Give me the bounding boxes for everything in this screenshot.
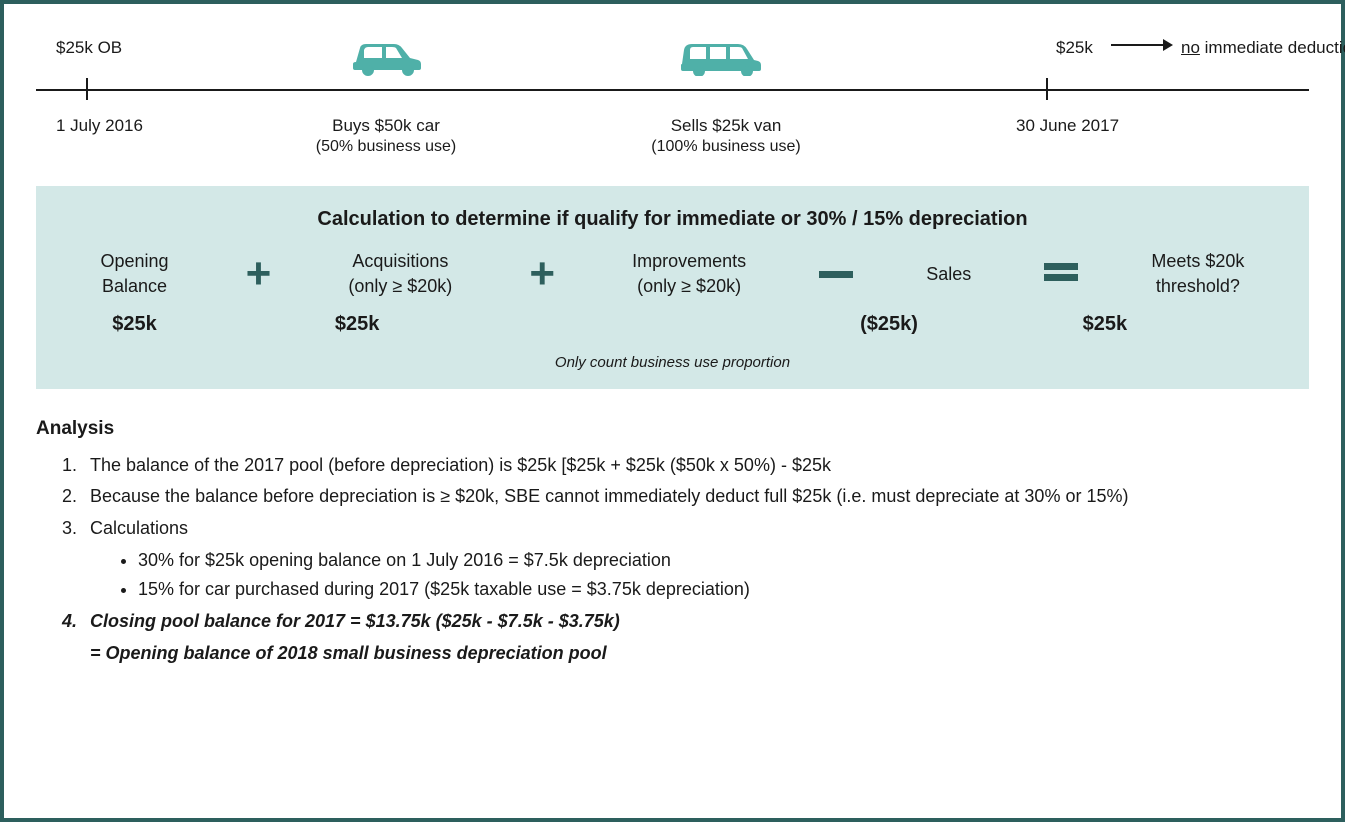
car-icon (346, 34, 426, 76)
equals-icon (1044, 259, 1078, 290)
analysis-item-3: Calculations 30% for $25k opening balanc… (82, 514, 1309, 605)
event1-line2: (50% business use) (316, 138, 457, 155)
calc-values-row: $25k $25k ($25k) $25k (66, 313, 1279, 336)
analysis-heading: Analysis (36, 413, 1309, 444)
analysis-item-3-text: Calculations (90, 518, 188, 538)
timeline-tick-start (86, 78, 88, 100)
end-date-label: 30 June 2017 (1016, 116, 1119, 136)
calc-formula-row: Opening Balance + Acquisitions (only ≥ $… (66, 249, 1279, 299)
timeline: $25k OB 1 July 2016 Buys $50k car (50% b… (36, 34, 1309, 174)
calc-item1-l1: Acquisitions (352, 251, 448, 271)
calc-threshold: Meets $20k threshold? (1151, 249, 1244, 299)
calc-item4-l1: Meets $20k (1151, 251, 1244, 271)
analysis-item-3a: 30% for $25k opening balance on 1 July 2… (138, 546, 1309, 576)
analysis-item-4: Closing pool balance for 2017 = $13.75k … (82, 607, 1309, 637)
analysis-item-2: Because the balance before depreciation … (82, 482, 1309, 512)
calc-acquisitions: Acquisitions (only ≥ $20k) (348, 249, 452, 299)
analysis-section: Analysis The balance of the 2017 pool (b… (36, 413, 1309, 668)
calc-opening-balance: Opening Balance (101, 249, 169, 299)
calc-item0-l2: Balance (102, 276, 167, 296)
event-sell-van: Sells $25k van (100% business use) (651, 116, 800, 156)
calc-item1-l2: (only ≥ $20k) (348, 276, 452, 296)
opening-balance-label: $25k OB (56, 38, 122, 58)
event-buy-car: Buys $50k car (50% business use) (316, 116, 457, 156)
analysis-item-4b: = Opening balance of 2018 small business… (36, 639, 1309, 669)
event2-line1: Sells $25k van (671, 116, 782, 135)
calc-item2-l2: (only ≥ $20k) (637, 276, 741, 296)
calc-val-0: $25k (112, 313, 242, 336)
minus-icon (819, 265, 853, 283)
timeline-tick-end (1046, 78, 1048, 100)
van-icon (676, 34, 766, 76)
calc-sales: Sales (926, 262, 971, 287)
calc-item3-l1: Sales (926, 264, 971, 284)
analysis-sublist: 30% for $25k opening balance on 1 July 2… (90, 546, 1309, 605)
calc-val-2 (597, 313, 767, 336)
event1-line1: Buys $50k car (332, 116, 440, 135)
plus-icon: + (525, 252, 559, 296)
calc-item2-l1: Improvements (632, 251, 746, 271)
calculation-panel: Calculation to determine if qualify for … (36, 186, 1309, 389)
calc-improvements: Improvements (only ≥ $20k) (632, 249, 746, 299)
arrow-icon (1111, 44, 1171, 46)
analysis-list: The balance of the 2017 pool (before dep… (36, 451, 1309, 637)
plus-icon: + (242, 252, 276, 296)
analysis-item-3b: 15% for car purchased during 2017 ($25k … (138, 575, 1309, 605)
start-date-label: 1 July 2016 (56, 116, 143, 136)
end-note-rest: immediate deduction (1200, 38, 1345, 57)
calc-item0-l1: Opening (101, 251, 169, 271)
end-note: no immediate deduction (1181, 38, 1345, 58)
end-note-no: no (1181, 38, 1200, 57)
calc-val-1: $25k (335, 313, 505, 336)
calc-item4-l2: threshold? (1156, 276, 1240, 296)
calc-title: Calculation to determine if qualify for … (66, 208, 1279, 231)
calc-val-4: $25k (1083, 313, 1233, 336)
calc-footnote: Only count business use proportion (66, 354, 1279, 371)
end-amount-label: $25k (1056, 38, 1093, 58)
event2-line2: (100% business use) (651, 138, 800, 155)
diagram-frame: $25k OB 1 July 2016 Buys $50k car (50% b… (0, 0, 1345, 822)
analysis-item-1: The balance of the 2017 pool (before dep… (82, 451, 1309, 481)
calc-val-3: ($25k) (860, 313, 990, 336)
timeline-axis (36, 89, 1309, 91)
